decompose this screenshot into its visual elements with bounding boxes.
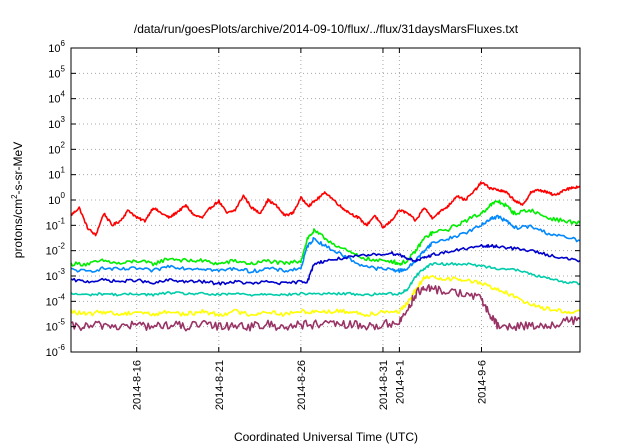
x-tick-label: 2014-8-21 — [214, 360, 226, 410]
y-axis-label: protons/cm2-s-sr-MeV — [10, 142, 25, 258]
y-tick-label: 10-3 — [46, 267, 66, 283]
y-tick-exponent: 0 — [61, 191, 66, 200]
y-tick-base: 10 — [46, 246, 58, 258]
y-tick-exponent: 1 — [61, 166, 66, 175]
y-tick-exponent: -1 — [58, 216, 66, 225]
y-tick-exponent: -2 — [58, 242, 66, 251]
series-line-1 — [70, 181, 581, 237]
y-tick-exponent: 3 — [61, 115, 66, 124]
y-tick-exponent: 2 — [61, 140, 66, 149]
y-tick-exponent: -3 — [58, 267, 66, 276]
y-tick-label: 102 — [48, 140, 65, 156]
series-line-4 — [70, 243, 581, 286]
x-axis-label: Coordinated Universal Time (UTC) — [234, 430, 418, 444]
y-tick-label: 10-6 — [46, 343, 66, 359]
y-tick-base: 10 — [48, 43, 60, 55]
y-tick-label: 10-1 — [46, 216, 66, 232]
y-tick-exponent: 4 — [61, 90, 66, 99]
series-layer — [70, 181, 581, 332]
y-tick-label: 104 — [48, 90, 65, 106]
y-tick-label: 105 — [48, 64, 65, 80]
chart-title: /data/run/goesPlots/archive/2014-09-10/f… — [134, 22, 519, 36]
y-tick-label: 103 — [48, 115, 65, 131]
y-tick-base: 10 — [46, 347, 58, 359]
series-line-2 — [70, 199, 581, 267]
tick-marks — [71, 47, 580, 353]
y-tick-exponent: 6 — [61, 39, 66, 48]
y-tick-label: 101 — [48, 166, 65, 182]
y-tick-base: 10 — [46, 322, 58, 334]
y-tick-exponent: -4 — [58, 292, 66, 301]
y-tick-label: 100 — [48, 191, 65, 207]
y-tick-base: 10 — [46, 271, 58, 283]
x-tick-label: 2014-8-31 — [378, 360, 390, 410]
y-axis-label-sup: 2 — [10, 194, 19, 199]
y-tick-exponent: -6 — [58, 343, 66, 352]
x-tick-label: 2014-9-6 — [476, 360, 488, 404]
grid — [71, 48, 580, 352]
y-tick-base: 10 — [48, 144, 60, 156]
y-tick-exponent: -5 — [58, 318, 66, 327]
y-tick-label: 10-2 — [46, 242, 66, 258]
x-tick-labels: 2014-8-16 2014-8-21 2014-8-26 2014-8-31 2014… — [132, 360, 489, 410]
series-line-3 — [70, 214, 581, 274]
x-tick-label: 2014-8-26 — [296, 360, 308, 410]
y-tick-base: 10 — [48, 68, 60, 80]
series-line-7 — [70, 284, 581, 332]
y-tick-base: 10 — [48, 170, 60, 182]
series-line-6 — [70, 274, 581, 317]
y-tick-base: 10 — [48, 94, 60, 106]
y-axis-label-base: protons/cm — [11, 199, 25, 258]
y-tick-base: 10 — [46, 296, 58, 308]
y-tick-label: 106 — [48, 39, 65, 55]
y-tick-base: 10 — [46, 220, 58, 232]
y-tick-base: 10 — [48, 195, 60, 207]
series-line-5 — [70, 261, 581, 297]
y-tick-label: 10-5 — [46, 318, 66, 334]
x-tick-label: 2014-9-1 — [394, 360, 406, 404]
y-axis-label-rest: -s-sr-MeV — [11, 142, 25, 195]
y-tick-exponent: 5 — [61, 64, 66, 73]
x-tick-label: 2014-8-16 — [132, 360, 144, 410]
y-tick-labels: 10-610-510-410-310-210-11001011021031041… — [46, 39, 66, 359]
y-tick-label: 10-4 — [46, 292, 66, 308]
y-tick-base: 10 — [48, 119, 60, 131]
